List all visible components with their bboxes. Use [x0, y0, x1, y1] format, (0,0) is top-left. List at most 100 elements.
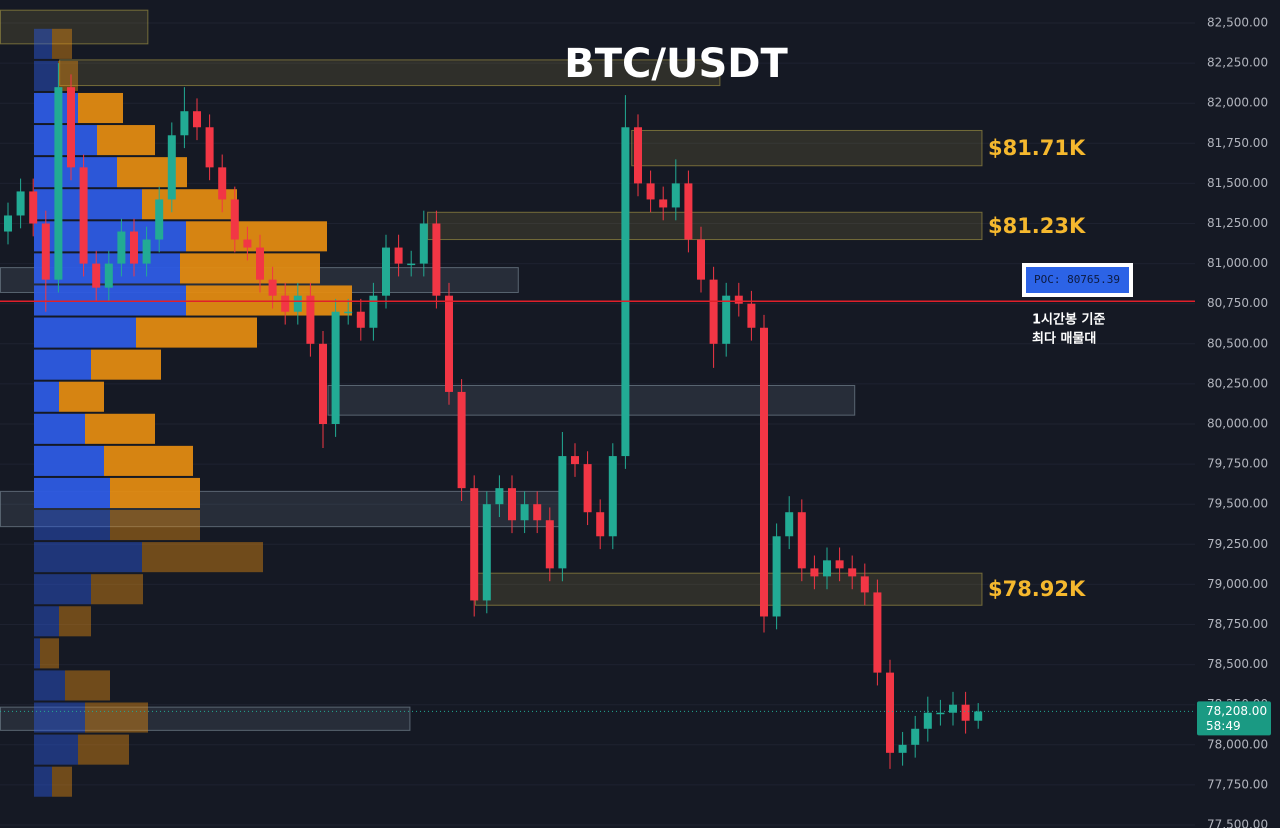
profile-sell [117, 157, 187, 188]
candle-body [886, 672, 894, 753]
profile-buy [34, 670, 65, 701]
profile-buy [34, 702, 85, 733]
candle-body [457, 391, 466, 489]
profile-buy [34, 317, 136, 348]
candle-body [949, 704, 957, 713]
price-zone [631, 129, 983, 167]
candle-body [911, 728, 920, 745]
y-tick-label: 80,500.00 [1207, 336, 1268, 350]
candle-body [697, 239, 705, 280]
y-tick-label: 79,750.00 [1207, 457, 1268, 471]
candle-body [583, 464, 592, 513]
poc-note: 1시간봉 기준 [1032, 312, 1105, 328]
candle-body [67, 87, 75, 168]
y-tick-label: 82,500.00 [1207, 16, 1268, 30]
profile-buy [34, 413, 85, 444]
candle-body [419, 223, 428, 264]
candle-body [797, 512, 806, 569]
price-zone [474, 572, 983, 606]
candle-body [621, 127, 630, 457]
candle-body [356, 311, 365, 328]
price-zone [0, 9, 149, 45]
candle-body [533, 504, 542, 521]
candle-body [848, 568, 857, 577]
candle-body [205, 127, 214, 168]
y-tick-label: 79,250.00 [1207, 537, 1268, 551]
candle-body [873, 592, 882, 673]
profile-buy [34, 606, 59, 637]
profile-sell [142, 542, 263, 573]
candle-body [29, 191, 38, 224]
profile-buy [34, 477, 110, 509]
profile-buy [34, 28, 52, 59]
y-tick-label: 80,250.00 [1207, 376, 1268, 390]
profile-buy [34, 542, 142, 573]
profile-sell [58, 60, 78, 91]
profile-buy [34, 60, 58, 91]
candle-body [281, 295, 290, 312]
profile-sell [85, 413, 155, 444]
profile-sell [78, 734, 129, 765]
candle-body [41, 223, 50, 280]
y-tick-label: 81,250.00 [1207, 216, 1268, 230]
zone-label: $81.71K [988, 136, 1086, 160]
profile-buy [34, 574, 91, 605]
candle-body [445, 295, 453, 392]
candle-body [545, 520, 554, 569]
profile-buy [34, 734, 78, 765]
profile-sell [91, 574, 143, 605]
zone-label: $81.23K [988, 214, 1086, 238]
candle-body [671, 183, 680, 208]
candle-body [344, 311, 353, 314]
candle-body [382, 247, 390, 296]
candle-body [508, 488, 516, 521]
candle-body [659, 199, 668, 208]
candle-body [4, 215, 12, 232]
profile-sell [52, 766, 72, 797]
profile-sell [59, 381, 104, 412]
profile-sell [186, 221, 327, 252]
y-tick-label: 81,750.00 [1207, 136, 1268, 150]
candle-body [558, 456, 567, 569]
candle-body [130, 231, 138, 264]
candle-body [218, 167, 227, 200]
candle-body [319, 343, 327, 424]
profile-sell [85, 702, 148, 733]
price-zone [327, 385, 856, 416]
candle-body [747, 303, 756, 328]
candle-body [16, 191, 25, 216]
y-tick-label: 77,500.00 [1207, 818, 1268, 828]
y-tick-label: 78,000.00 [1207, 737, 1268, 751]
price-zone [0, 706, 411, 731]
candle-body [155, 199, 164, 240]
profile-buy [34, 638, 40, 669]
candle-body [810, 568, 819, 577]
candle-body [961, 704, 970, 721]
price-zone [59, 59, 721, 87]
y-tick-label: 80,000.00 [1207, 417, 1268, 431]
profile-buy [34, 445, 104, 476]
profile-buy [34, 157, 117, 188]
candle-body [256, 247, 264, 280]
candle-body [646, 183, 655, 200]
candle-body [684, 183, 693, 240]
profile-sell [65, 670, 110, 701]
candle-body [79, 167, 88, 264]
profile-sell [40, 638, 59, 669]
y-tick-label: 81,500.00 [1207, 176, 1268, 190]
profile-sell [52, 28, 72, 59]
candle-body [230, 199, 239, 240]
y-tick-label: 79,500.00 [1207, 497, 1268, 511]
candle-body [898, 744, 907, 753]
candle-body [54, 87, 63, 280]
candle-body [520, 504, 529, 521]
candle-body [117, 231, 126, 264]
candle-body [243, 239, 252, 248]
profile-sell [110, 477, 200, 509]
y-tick-label: 81,000.00 [1207, 256, 1268, 270]
candle-body [482, 504, 491, 601]
profile-sell [110, 510, 200, 541]
profile-buy [34, 381, 59, 412]
candle-body [432, 223, 441, 296]
